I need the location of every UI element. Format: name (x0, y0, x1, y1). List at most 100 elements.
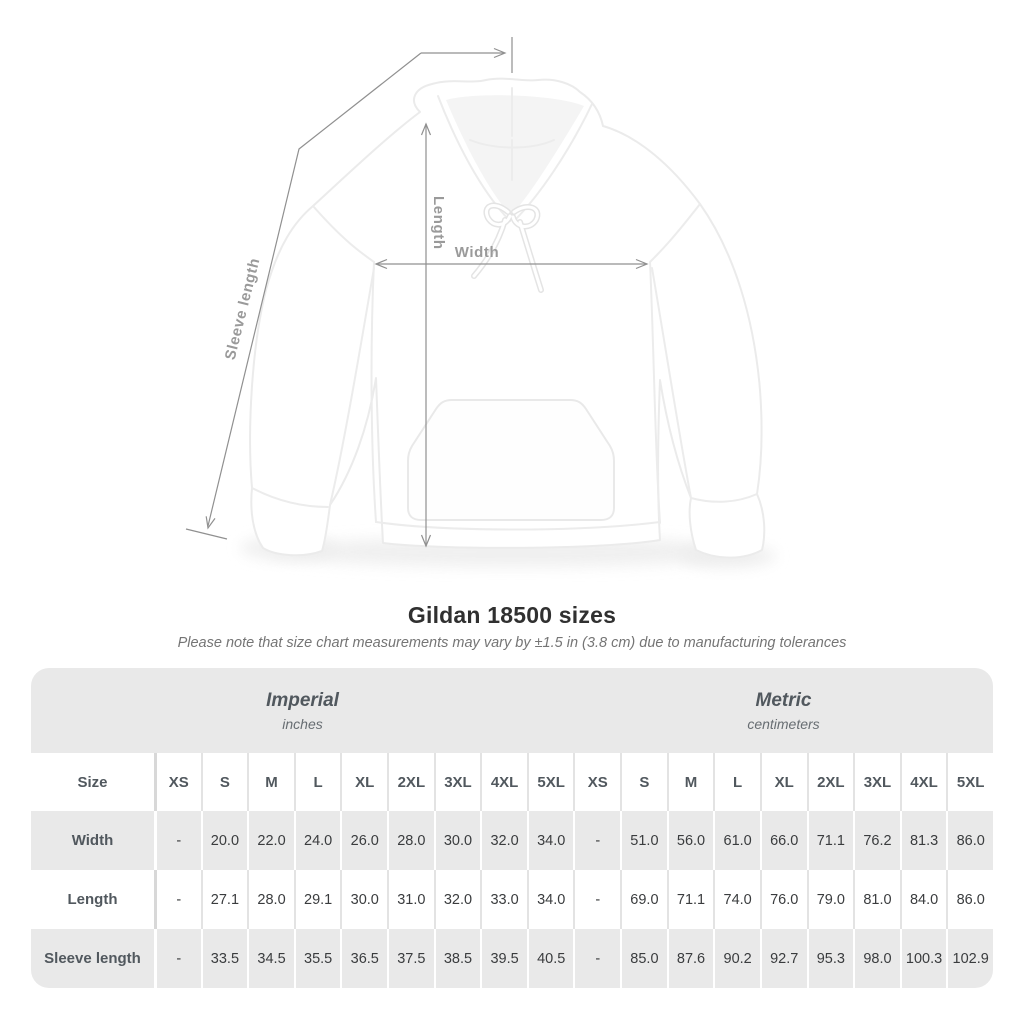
cell-metric-2xl: 71.1 (806, 811, 854, 870)
cell-metric-4xl: 100.3 (899, 929, 947, 988)
col-header-imperial-xl: XL (340, 753, 388, 811)
cell-imperial-4xl: 33.0 (480, 870, 527, 929)
size-column-header: Size (31, 753, 154, 811)
cell-imperial-5xl: 34.0 (526, 870, 574, 929)
tolerance-note: Please note that size chart measurements… (177, 635, 847, 651)
cell-imperial-3xl: 30.0 (433, 811, 481, 870)
col-header-imperial-s: S (200, 753, 248, 811)
col-header-imperial-l: L (293, 753, 341, 811)
cell-imperial-4xl: 32.0 (480, 811, 527, 870)
cell-metric-xs: - (573, 870, 621, 929)
row-label: Width (31, 811, 154, 870)
cell-imperial-3xl: 38.5 (433, 929, 481, 988)
cell-imperial-4xl: 39.5 (480, 929, 527, 988)
cell-imperial-m: 34.5 (247, 929, 294, 988)
col-header-imperial-5xl: 5XL (526, 753, 574, 811)
cell-metric-xs: - (573, 811, 621, 870)
cell-metric-xl: 76.0 (759, 870, 807, 929)
unit-header-band: Imperial inches Metric centimeters (31, 668, 993, 753)
cell-imperial-2xl: 31.0 (387, 870, 434, 929)
col-header-metric-l: L (713, 753, 760, 811)
cell-metric-s: 69.0 (620, 870, 667, 929)
cell-metric-5xl: 102.9 (946, 929, 993, 988)
cell-imperial-5xl: 34.0 (526, 811, 574, 870)
cell-imperial-2xl: 37.5 (387, 929, 434, 988)
cell-imperial-xs: - (154, 811, 201, 870)
length-dimension-label: Length (430, 196, 447, 250)
imperial-unit-header: Imperial inches (31, 668, 574, 753)
cell-metric-2xl: 79.0 (806, 870, 854, 929)
cell-metric-3xl: 76.2 (853, 811, 900, 870)
cell-imperial-l: 35.5 (293, 929, 341, 988)
cell-imperial-s: 33.5 (200, 929, 248, 988)
table-row-length: Length -27.1 28.0 29.1 30.0 31.0 32.0 33.0 34.0-… (31, 870, 993, 929)
col-header-metric-4xl: 4XL (899, 753, 947, 811)
cell-metric-m: 71.1 (666, 870, 714, 929)
hoodie-seams (251, 203, 758, 531)
metric-unit-sub: centimeters (747, 715, 820, 732)
hood-opening (437, 87, 593, 222)
table-row-width: Width -20.0 22.0 24.0 26.0 28.0 30.0 32.0 34.0-5… (31, 811, 993, 870)
width-dimension (374, 258, 649, 270)
hoodie-drawstrings (471, 202, 544, 293)
dimension-lines (185, 37, 649, 548)
width-dimension-label: Width (455, 244, 500, 261)
size-chart-table: Imperial inches Metric centimeters Size X… (31, 668, 993, 988)
col-header-metric-s: S (620, 753, 667, 811)
hoodie-body (249, 77, 766, 559)
cell-imperial-5xl: 40.5 (526, 929, 574, 988)
cell-metric-5xl: 86.0 (946, 870, 993, 929)
cell-imperial-3xl: 32.0 (433, 870, 481, 929)
cell-metric-xl: 92.7 (759, 929, 807, 988)
row-label: Sleeve length (31, 929, 154, 988)
cell-metric-xl: 66.0 (759, 811, 807, 870)
cell-metric-m: 56.0 (666, 811, 714, 870)
col-header-metric-2xl: 2XL (806, 753, 854, 811)
col-header-imperial-3xl: 3XL (433, 753, 481, 811)
cell-imperial-m: 28.0 (247, 870, 294, 929)
cell-metric-4xl: 84.0 (899, 870, 947, 929)
imperial-unit-sub: inches (282, 715, 323, 732)
row-label: Length (31, 870, 154, 929)
cell-imperial-xl: 26.0 (340, 811, 388, 870)
cell-metric-5xl: 86.0 (946, 811, 993, 870)
col-header-metric-3xl: 3XL (853, 753, 900, 811)
col-header-metric-xs: XS (573, 753, 621, 811)
cell-metric-l: 90.2 (713, 929, 760, 988)
cell-metric-3xl: 81.0 (853, 870, 900, 929)
col-header-imperial-4xl: 4XL (480, 753, 527, 811)
metric-unit-header: Metric centimeters (574, 668, 993, 753)
col-header-imperial-xs: XS (154, 753, 201, 811)
metric-unit-name: Metric (755, 689, 812, 711)
imperial-unit-name: Imperial (266, 689, 339, 711)
cell-metric-s: 51.0 (620, 811, 667, 870)
cell-imperial-s: 27.1 (200, 870, 248, 929)
size-header-row: Size XS S M L XL 2XL 3XL 4XL 5XL XS S M L XL 2XL 3XL 4XL 5… (31, 753, 993, 811)
measurements-table: Size XS S M L XL 2XL 3XL 4XL 5XL XS S M L XL 2XL 3XL 4XL 5… (31, 753, 993, 988)
hoodie-illustration: Sleeve length Length Width (185, 37, 776, 568)
cell-imperial-s: 20.0 (200, 811, 248, 870)
cell-imperial-l: 29.1 (293, 870, 341, 929)
cell-metric-l: 74.0 (713, 870, 760, 929)
length-dimension (420, 122, 432, 548)
cell-metric-3xl: 98.0 (853, 929, 900, 988)
cell-imperial-xl: 30.0 (340, 870, 388, 929)
page-title: Gildan 18500 sizes (407, 602, 617, 628)
cell-imperial-l: 24.0 (293, 811, 341, 870)
col-header-imperial-m: M (247, 753, 294, 811)
col-header-metric-5xl: 5XL (946, 753, 993, 811)
cell-metric-xs: - (573, 929, 621, 988)
cell-imperial-xl: 36.5 (340, 929, 388, 988)
kangaroo-pocket (407, 399, 615, 521)
table-row-sleeve-length: Sleeve length -33.5 34.5 35.5 36.5 37.5 38.5 39… (31, 929, 993, 988)
hoodie-diagram: Sleeve length Length Width (185, 37, 776, 568)
cell-imperial-xs: - (154, 870, 201, 929)
cell-metric-l: 61.0 (713, 811, 760, 870)
col-header-metric-m: M (666, 753, 714, 811)
cell-imperial-2xl: 28.0 (387, 811, 434, 870)
cell-imperial-xs: - (154, 929, 201, 988)
cell-metric-2xl: 95.3 (806, 929, 854, 988)
cell-metric-4xl: 81.3 (899, 811, 947, 870)
cell-metric-s: 85.0 (620, 929, 667, 988)
